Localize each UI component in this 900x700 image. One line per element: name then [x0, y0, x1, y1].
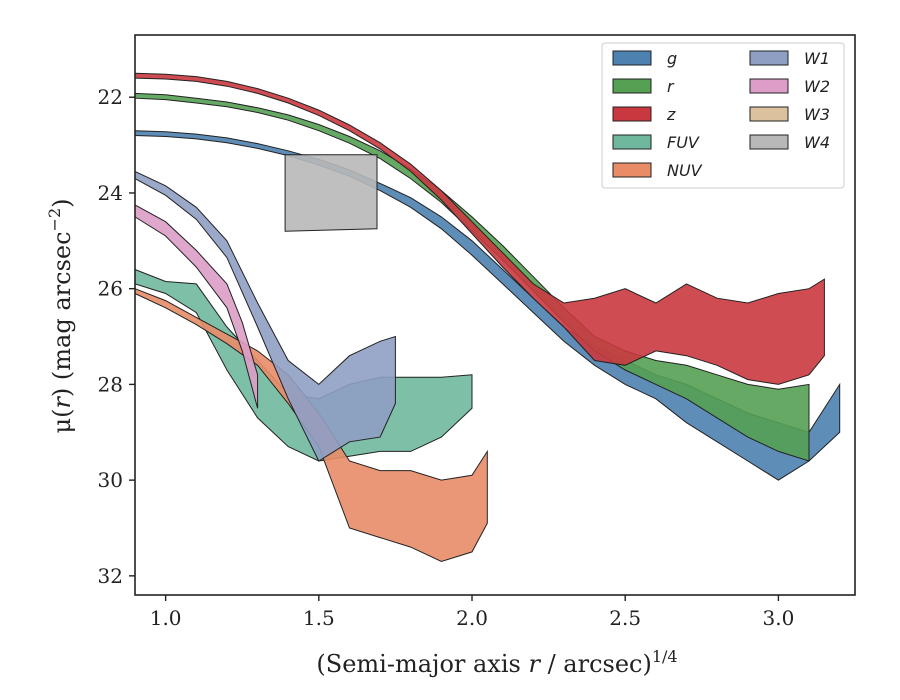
series-band-fuv [134, 268, 473, 462]
series-band-w4 [284, 154, 378, 232]
legend-label-w2: W2 [804, 77, 830, 96]
legend-label-r: r [667, 77, 675, 96]
y-tick-label: 26 [98, 277, 123, 301]
legend-label-nuv: NUV [667, 161, 703, 180]
legend-swatch-w1 [749, 50, 789, 66]
legend-swatch-w2 [749, 78, 789, 94]
legend-swatch-r [612, 78, 652, 94]
series-band-z [134, 72, 825, 385]
series-layer [134, 72, 841, 563]
x-axis-label: (Semi-major axis r / arcsec)1/4 [316, 647, 677, 678]
x-axis: 1.0 1.5 2.0 2.5 3.0 [150, 595, 794, 630]
legend-label-fuv: FUV [667, 133, 700, 152]
legend-swatch-w3 [749, 106, 789, 122]
plot-frame [134, 34, 856, 596]
y-axis: 22 24 26 28 30 32 [98, 85, 135, 588]
legend-swatch-nuv [612, 162, 652, 178]
legend-label-w4: W4 [804, 133, 830, 152]
legend-label-w1: W1 [804, 49, 830, 68]
series-band-w2 [134, 204, 259, 409]
y-tick-label: 30 [98, 468, 123, 492]
y-axis-label: μ(r) (mag arcsec−2) [45, 198, 76, 433]
legend: grz FUV NUV W1 W2 W3 W4 [601, 42, 845, 189]
x-tick-label: 1.5 [303, 606, 335, 630]
x-tick-label: 3.0 [762, 606, 794, 630]
legend-swatch-g [612, 50, 652, 66]
series-band-w1 [134, 170, 396, 462]
legend-swatch-fuv [612, 134, 652, 150]
series-band-r [134, 92, 810, 462]
legend-swatch-w4 [749, 134, 789, 150]
legend-label-g: g [667, 49, 677, 68]
legend-label-z: z [666, 105, 676, 124]
legend-label-w3: W3 [804, 105, 830, 124]
x-tick-label: 2.0 [456, 606, 488, 630]
x-tick-label: 1.0 [150, 606, 182, 630]
legend-swatch-z [612, 106, 652, 122]
y-tick-label: 24 [98, 181, 123, 205]
y-tick-label: 28 [98, 372, 123, 396]
x-tick-label: 2.5 [609, 606, 641, 630]
y-tick-label: 22 [98, 85, 123, 109]
y-tick-label: 32 [98, 564, 123, 588]
